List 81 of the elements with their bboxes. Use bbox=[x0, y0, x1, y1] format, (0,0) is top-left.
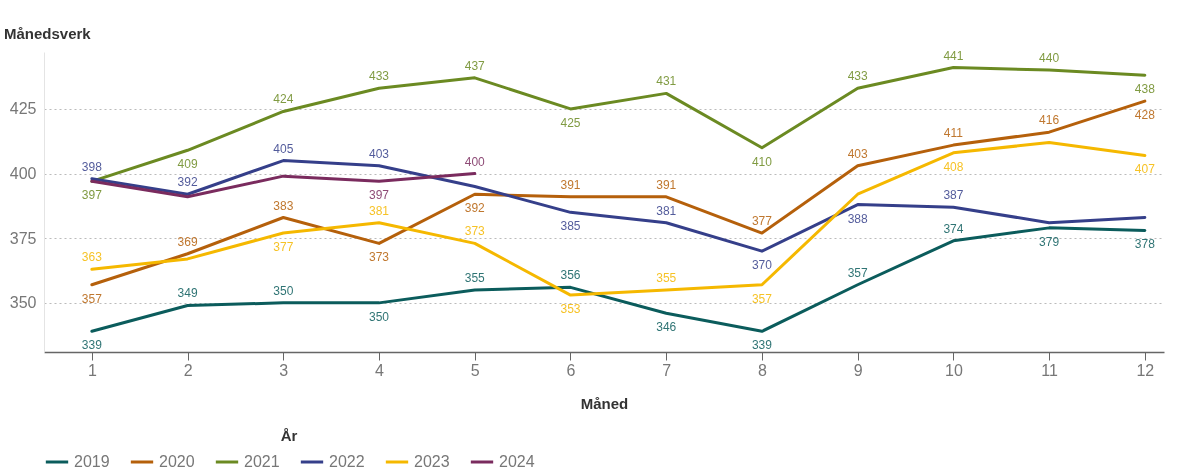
data-label: 400 bbox=[464, 154, 486, 169]
legend-label: 2020 bbox=[159, 453, 195, 470]
data-label: 392 bbox=[177, 175, 198, 190]
legend-label: 2023 bbox=[414, 453, 450, 470]
data-label: 437 bbox=[464, 58, 486, 73]
data-label: 428 bbox=[1134, 108, 1156, 123]
data-label: 385 bbox=[560, 219, 581, 234]
data-label: 357 bbox=[81, 291, 103, 306]
data-label: 407 bbox=[1134, 162, 1156, 177]
data-label: 369 bbox=[177, 234, 198, 249]
x-tick-label: 12 bbox=[1136, 361, 1155, 379]
legend-label: 2024 bbox=[499, 453, 535, 470]
x-tick-label: 2 bbox=[183, 361, 193, 379]
data-label: 379 bbox=[1039, 234, 1060, 249]
data-label: 405 bbox=[273, 141, 294, 156]
legend-label: 2019 bbox=[74, 453, 110, 470]
data-label: 397 bbox=[369, 188, 390, 203]
x-tick-label: 3 bbox=[279, 361, 289, 379]
data-label: 350 bbox=[369, 309, 390, 324]
x-axis-title: Måned bbox=[580, 394, 629, 412]
data-label: 370 bbox=[751, 258, 773, 273]
data-label: 377 bbox=[273, 240, 294, 255]
data-label: 381 bbox=[656, 203, 677, 218]
x-tick-label: 11 bbox=[1041, 361, 1059, 379]
data-label: 438 bbox=[1134, 82, 1156, 97]
data-label: 381 bbox=[369, 203, 390, 218]
data-label: 363 bbox=[81, 250, 103, 265]
x-tick-label: 4 bbox=[375, 361, 385, 379]
data-label: 377 bbox=[751, 214, 773, 229]
x-tick-label: 7 bbox=[662, 361, 672, 379]
data-label: 403 bbox=[847, 146, 869, 161]
data-label: 397 bbox=[81, 188, 103, 203]
data-label: 349 bbox=[177, 286, 198, 301]
data-label: 339 bbox=[81, 338, 103, 353]
data-label: 373 bbox=[369, 250, 390, 265]
data-label: 383 bbox=[273, 198, 294, 213]
legend-title: År bbox=[280, 427, 298, 444]
data-label: 411 bbox=[943, 126, 964, 141]
x-tick-label: 9 bbox=[853, 361, 863, 379]
y-tick-label: 425 bbox=[9, 100, 37, 118]
x-tick-label: 5 bbox=[470, 361, 480, 379]
y-axis-title: Månedsverk bbox=[4, 24, 92, 42]
x-tick-label: 1 bbox=[87, 361, 97, 379]
data-label: 373 bbox=[464, 224, 486, 239]
y-tick-label: 350 bbox=[9, 294, 37, 312]
data-label: 374 bbox=[943, 221, 964, 236]
data-label: 356 bbox=[560, 268, 581, 283]
data-label: 357 bbox=[847, 265, 869, 280]
data-label: 424 bbox=[273, 92, 294, 107]
data-label: 433 bbox=[847, 69, 869, 84]
data-label: 409 bbox=[177, 157, 198, 172]
data-label: 410 bbox=[751, 154, 773, 169]
data-label: 355 bbox=[656, 270, 677, 285]
data-label: 433 bbox=[369, 69, 390, 84]
data-label: 387 bbox=[943, 188, 964, 203]
legend-label: 2022 bbox=[329, 453, 365, 470]
y-tick-label: 375 bbox=[9, 229, 37, 247]
data-label: 425 bbox=[560, 115, 581, 130]
x-tick-label: 6 bbox=[566, 361, 576, 379]
data-label: 398 bbox=[81, 159, 103, 174]
y-tick-label: 400 bbox=[9, 165, 37, 183]
x-tick-label: 8 bbox=[758, 361, 767, 379]
data-label: 339 bbox=[751, 338, 773, 353]
data-label: 350 bbox=[273, 283, 294, 298]
data-label: 403 bbox=[369, 146, 390, 161]
data-label: 357 bbox=[751, 291, 773, 306]
data-label: 391 bbox=[560, 177, 581, 192]
data-label: 431 bbox=[656, 74, 677, 89]
legend-label: 2021 bbox=[244, 453, 280, 470]
x-tick-label: 10 bbox=[945, 361, 963, 379]
data-label: 391 bbox=[656, 177, 677, 192]
data-label: 355 bbox=[464, 270, 486, 285]
data-label: 441 bbox=[943, 48, 964, 63]
data-label: 388 bbox=[847, 211, 869, 226]
data-label: 408 bbox=[943, 159, 964, 174]
data-label: 416 bbox=[1039, 113, 1060, 128]
data-label: 353 bbox=[560, 302, 581, 317]
data-label: 392 bbox=[464, 201, 486, 216]
data-label: 346 bbox=[656, 320, 677, 335]
data-label: 378 bbox=[1134, 237, 1156, 252]
data-label: 440 bbox=[1039, 51, 1060, 66]
